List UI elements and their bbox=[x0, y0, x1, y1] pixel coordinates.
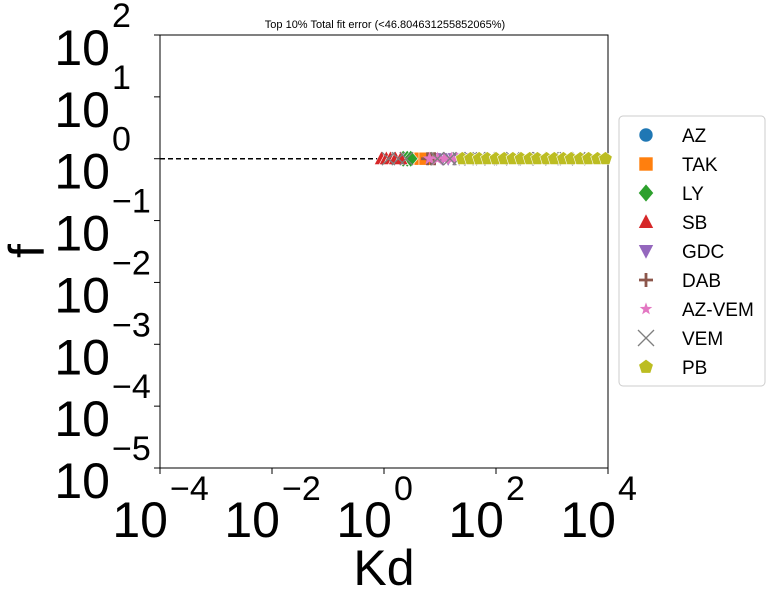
legend-marker-gdc bbox=[637, 244, 655, 261]
legend-label: GDC bbox=[682, 242, 724, 263]
y-tick-exponent: −5 bbox=[112, 430, 151, 468]
legend-item-gdc: GDC bbox=[637, 242, 724, 263]
legend-item-tak: TAK bbox=[638, 155, 718, 176]
legend-item-ly: LY bbox=[637, 183, 704, 205]
y-tick-exponent: −4 bbox=[112, 368, 151, 406]
point-az-vem bbox=[437, 151, 452, 165]
legend-label: VEM bbox=[682, 329, 723, 350]
legend-marker-dab bbox=[639, 273, 653, 287]
x-tick-exponent: −2 bbox=[282, 470, 321, 508]
y-tick-base: 10 bbox=[54, 391, 110, 447]
x-axis-label: Kd bbox=[353, 540, 414, 596]
legend-item-az: AZ bbox=[638, 126, 707, 147]
chart-title: Top 10% Total fit error (<46.80463125585… bbox=[265, 19, 505, 31]
y-tick-base: 10 bbox=[54, 20, 110, 76]
x-tick-base: 10 bbox=[336, 492, 392, 548]
point-vem bbox=[430, 151, 445, 166]
legend-label: SB bbox=[682, 213, 707, 234]
legend-marker-az bbox=[638, 127, 654, 143]
legend-item-sb: SB bbox=[637, 212, 707, 234]
y-tick-base: 10 bbox=[54, 144, 110, 200]
point-az-vem bbox=[422, 151, 437, 165]
legend-item-vem: VEM bbox=[637, 329, 723, 350]
legend-item-pb: PB bbox=[638, 358, 707, 379]
y-tick-base: 10 bbox=[54, 206, 110, 262]
legend-label: LY bbox=[682, 184, 704, 205]
x-tick-base: 10 bbox=[224, 492, 280, 548]
x-tick-exponent: 4 bbox=[618, 470, 637, 508]
legend-label: DAB bbox=[682, 271, 721, 292]
y-tick-exponent: −1 bbox=[112, 183, 151, 221]
y-tick-base: 10 bbox=[54, 267, 110, 323]
legend-marker-pb bbox=[638, 358, 654, 374]
legend: AZ TAK LY SB GDC DAB AZ-VEM VEM PB bbox=[618, 115, 766, 387]
point-vem bbox=[399, 151, 414, 166]
x-tick-exponent: 2 bbox=[506, 470, 525, 508]
x-tick-base: 10 bbox=[112, 492, 168, 548]
y-tick-exponent: 1 bbox=[112, 59, 131, 97]
x-tick-base: 10 bbox=[448, 492, 504, 548]
legend-box bbox=[618, 115, 766, 387]
x-tick-base: 10 bbox=[560, 492, 616, 548]
y-tick-base: 10 bbox=[54, 82, 110, 138]
y-tick-exponent: 0 bbox=[112, 121, 131, 159]
y-tick-base: 10 bbox=[54, 329, 110, 385]
legend-marker-sb bbox=[637, 212, 655, 229]
legend-label: AZ-VEM bbox=[682, 300, 754, 321]
plot-frame bbox=[159, 34, 609, 469]
y-tick-exponent: 2 bbox=[112, 0, 131, 35]
series-pb bbox=[455, 151, 613, 165]
legend-marker-tak bbox=[638, 156, 654, 172]
points-layer bbox=[373, 149, 613, 168]
point-vem bbox=[381, 151, 396, 166]
legend-label: PB bbox=[682, 358, 707, 379]
legend-marker-az-vem bbox=[639, 302, 653, 315]
y-axis-label: f bbox=[0, 244, 55, 258]
y-tick-exponent: −2 bbox=[112, 244, 151, 282]
x-tick-exponent: 0 bbox=[394, 470, 413, 508]
legend-item-dab: DAB bbox=[639, 271, 721, 292]
legend-label: TAK bbox=[682, 155, 718, 176]
legend-marker-vem bbox=[637, 329, 655, 347]
y-tick-base: 10 bbox=[54, 453, 110, 509]
legend-label: AZ bbox=[682, 126, 707, 147]
point-pb bbox=[598, 151, 613, 165]
legend-marker-ly bbox=[637, 183, 655, 203]
y-tick-exponent: −3 bbox=[112, 306, 151, 344]
x-tick-exponent: −4 bbox=[170, 470, 209, 508]
legend-item-az-vem: AZ-VEM bbox=[639, 300, 754, 321]
